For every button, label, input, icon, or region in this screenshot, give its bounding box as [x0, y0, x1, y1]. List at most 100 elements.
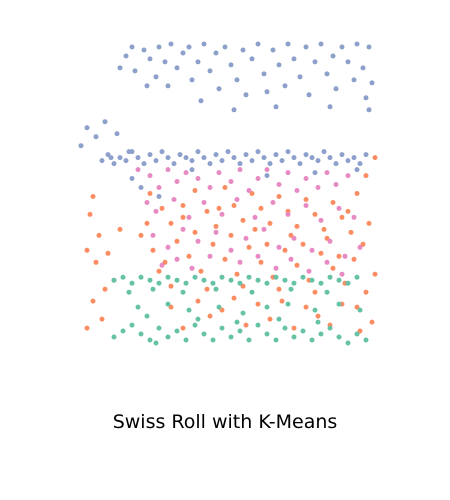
cluster-3-point — [318, 280, 324, 286]
cluster-0-point — [207, 161, 213, 167]
cluster-0-point — [264, 173, 270, 179]
cluster-0-point — [339, 152, 345, 158]
cluster-0-point — [255, 41, 261, 47]
cluster-2-point — [255, 176, 261, 181]
cluster-2-point — [234, 197, 240, 202]
cluster-0-point — [183, 155, 189, 161]
cluster-0-point — [366, 107, 372, 113]
cluster-3-point — [165, 334, 171, 340]
cluster-3-point — [309, 277, 315, 283]
cluster-3-point — [201, 331, 207, 337]
cluster-0-point — [198, 98, 204, 104]
cluster-1-point — [204, 286, 210, 292]
cluster-3-point — [237, 328, 243, 334]
cluster-1-point — [216, 205, 222, 211]
cluster-1-point — [117, 226, 123, 232]
cluster-0-point — [369, 80, 375, 86]
cluster-0-point — [303, 44, 309, 50]
cluster-3-point — [153, 340, 159, 346]
cluster-2-point — [276, 182, 282, 187]
cluster-3-point — [174, 328, 180, 334]
cluster-2-point — [327, 238, 333, 244]
cluster-1-point — [303, 304, 309, 310]
cluster-1-point — [231, 203, 237, 208]
cluster-2-point — [255, 253, 261, 259]
cluster-0-point — [153, 74, 159, 80]
cluster-2-point — [156, 185, 162, 190]
cluster-3-point — [210, 337, 216, 343]
cluster-2-point — [150, 232, 156, 238]
cluster-3-point — [327, 325, 333, 331]
cluster-2-point — [237, 167, 243, 173]
cluster-2-point — [180, 226, 186, 232]
cluster-1-point — [255, 301, 261, 307]
cluster-0-point — [276, 62, 282, 68]
cluster-1-point — [303, 197, 309, 202]
cluster-2-point — [165, 244, 171, 250]
cluster-0-point — [93, 134, 99, 140]
cluster-0-point — [324, 71, 330, 77]
cluster-1-point — [186, 253, 192, 259]
cluster-0-point — [159, 149, 165, 155]
cluster-0-point — [219, 158, 225, 164]
cluster-3-point — [138, 331, 144, 337]
cluster-0-point — [261, 155, 267, 161]
cluster-3-point — [156, 325, 162, 331]
cluster-0-point — [177, 152, 183, 158]
cluster-0-point — [156, 194, 162, 199]
cluster-2-point — [336, 205, 342, 211]
cluster-1-point — [318, 250, 324, 256]
cluster-2-point — [285, 211, 291, 217]
cluster-1-point — [150, 247, 156, 253]
cluster-3-point — [291, 334, 297, 340]
cluster-3-point — [234, 319, 240, 325]
cluster-0-point — [351, 155, 357, 161]
cluster-3-point — [192, 274, 198, 280]
cluster-3-point — [336, 277, 342, 283]
cluster-0-point — [195, 149, 201, 155]
cluster-2-point — [144, 200, 150, 205]
cluster-0-point — [117, 65, 123, 71]
cluster-3-point — [300, 274, 306, 280]
cluster-0-point — [285, 41, 291, 47]
cluster-3-point — [246, 337, 252, 343]
cluster-1-point — [144, 220, 150, 226]
cluster-0-point — [303, 152, 309, 158]
cluster-0-point — [243, 152, 249, 158]
cluster-0-point — [366, 44, 372, 50]
cluster-1-point — [192, 188, 198, 193]
cluster-0-point — [141, 47, 147, 53]
cluster-2-point — [315, 185, 321, 190]
cluster-2-point — [351, 214, 357, 220]
cluster-1-point — [258, 205, 264, 211]
cluster-0-point — [147, 56, 153, 62]
cluster-3-point — [174, 277, 180, 283]
cluster-0-point — [180, 50, 186, 56]
cluster-3-point — [264, 280, 270, 286]
cluster-2-point — [228, 247, 234, 253]
cluster-0-point — [189, 167, 195, 173]
cluster-2-point — [159, 262, 165, 268]
cluster-1-point — [267, 220, 273, 226]
cluster-3-point — [228, 334, 234, 340]
cluster-3-point — [255, 277, 261, 283]
cluster-2-point — [147, 173, 153, 179]
cluster-0-point — [225, 149, 231, 155]
cluster-1-point — [84, 325, 90, 331]
cluster-3-point — [354, 274, 360, 280]
cluster-1-point — [222, 256, 228, 262]
cluster-0-point — [312, 59, 318, 65]
cluster-0-point — [231, 107, 237, 113]
cluster-1-point — [246, 244, 252, 250]
cluster-2-point — [183, 170, 189, 176]
cluster-0-point — [213, 152, 219, 158]
cluster-3-point — [156, 280, 162, 286]
cluster-1-point — [192, 229, 198, 235]
cluster-0-point — [123, 53, 129, 59]
cluster-1-point — [231, 295, 237, 301]
cluster-0-point — [189, 77, 195, 83]
cluster-0-point — [117, 155, 123, 161]
cluster-2-point — [201, 200, 207, 205]
cluster-2-point — [264, 167, 270, 173]
cluster-1-point — [180, 203, 186, 208]
